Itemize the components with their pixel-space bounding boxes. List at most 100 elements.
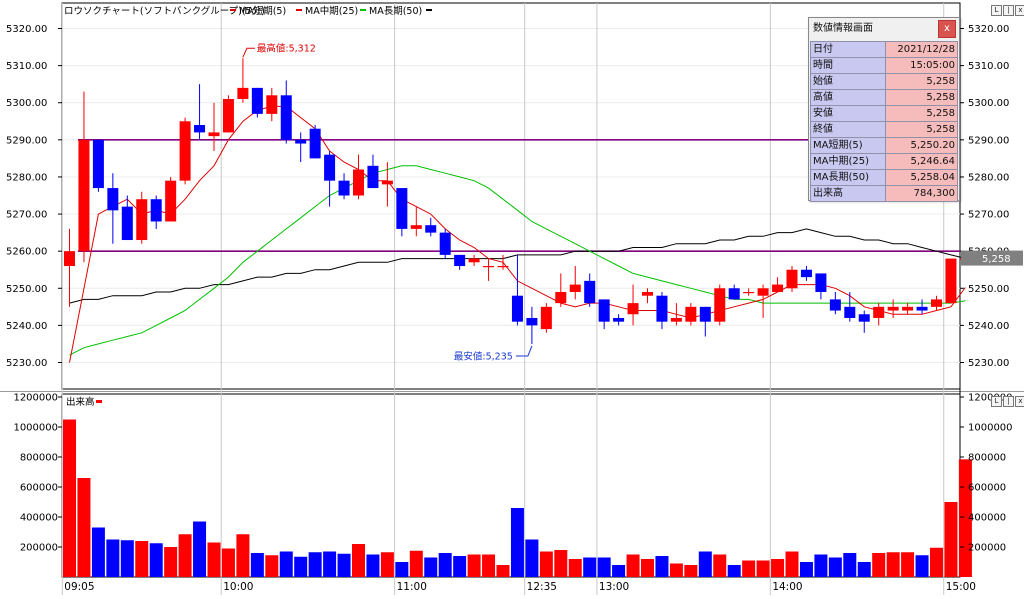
- volume-pane-close-button[interactable]: x: [1015, 396, 1024, 407]
- volume-pane-split-button[interactable]: |: [1003, 396, 1014, 407]
- volume-bar: [467, 554, 481, 577]
- candle-body: [324, 154, 336, 181]
- info-value: 5,258.04: [885, 169, 958, 186]
- volume-tick-label-left: 1000000: [13, 423, 58, 434]
- volume-tick-label-left: 400000: [20, 513, 58, 524]
- volume-bar: [641, 559, 654, 577]
- time-tick-label: 12:35: [527, 581, 557, 593]
- info-key: MA長期(50): [810, 169, 886, 186]
- volume-legend-swatch: [96, 400, 102, 403]
- high-annotation-leader: [242, 47, 255, 58]
- candle-body: [642, 291, 653, 296]
- volume-tick-label-left: 600000: [20, 483, 58, 494]
- volume-bar: [568, 559, 582, 577]
- price-tick-label-right: 5290.00: [968, 135, 1009, 146]
- volume-tick-label-left: 1200000: [13, 393, 58, 404]
- candle-body: [844, 306, 856, 318]
- volume-tick-label-left: 800000: [20, 453, 58, 464]
- volume-bar: [814, 554, 828, 577]
- price-tick-label-right: 5300.00: [968, 98, 1009, 109]
- volume-bar: [63, 419, 76, 577]
- price-tick-label-left: 5260.00: [6, 247, 47, 258]
- info-value: 5,258: [885, 73, 958, 90]
- low-annotation-leader: [515, 345, 533, 357]
- volume-bar: [438, 553, 452, 577]
- info-key: 終値: [810, 121, 886, 138]
- candle-body: [858, 314, 870, 322]
- candle-body: [815, 273, 827, 292]
- candle-body: [685, 306, 697, 322]
- ma-legend-label: MA長期(50): [369, 6, 422, 17]
- candle-body: [656, 295, 668, 322]
- pane-close-button[interactable]: x: [1015, 5, 1024, 16]
- volume-bar: [323, 551, 337, 577]
- candle-body: [222, 99, 234, 133]
- candle-body: [194, 124, 206, 133]
- info-row: 安値 5,258: [810, 105, 958, 122]
- numeric-info-panel[interactable]: 数値情報画面 x 日付 2021/12/28 時間 15:05:00 始値 5,258 高値…: [808, 17, 960, 202]
- volume-bar: [380, 552, 394, 577]
- volume-bar: [409, 550, 423, 577]
- volume-bar: [250, 553, 264, 577]
- volume-bar: [597, 557, 611, 577]
- volume-bar: [958, 459, 972, 577]
- candle-body: [800, 269, 812, 278]
- pane-minimize-button[interactable]: L: [991, 5, 1002, 16]
- volume-bar: [294, 556, 308, 577]
- price-tick-label-left: 5230.00: [6, 358, 47, 369]
- volume-bar: [496, 565, 510, 577]
- current-price-tag: [961, 250, 1023, 266]
- volume-bar: [453, 556, 467, 577]
- candle-body: [353, 169, 364, 196]
- time-tick-label: 14:00: [772, 581, 802, 593]
- volume-bar: [626, 554, 640, 577]
- price-pane-window-buttons: L | x: [991, 5, 1024, 16]
- volume-bar: [337, 553, 351, 577]
- price-tick-label-left: 5300.00: [6, 98, 47, 109]
- info-key: 始値: [810, 73, 886, 90]
- volume-bar: [352, 544, 365, 577]
- info-value: 5,246.64: [885, 153, 958, 170]
- volume-pane-minimize-button[interactable]: L: [991, 396, 1002, 407]
- volume-tick-label-right: 200000: [968, 543, 1006, 554]
- low-annotation-label: 最安値:5,235: [454, 350, 513, 362]
- candle-body: [381, 180, 393, 185]
- price-tick-label-right: 5270.00: [968, 210, 1009, 221]
- info-panel-header[interactable]: 数値情報画面 x: [809, 18, 959, 40]
- time-tick-label: 15:00: [946, 581, 976, 593]
- volume-bar: [612, 565, 626, 577]
- volume-pane-window-buttons: L | x: [991, 396, 1024, 407]
- pane-split-button[interactable]: |: [1003, 5, 1014, 16]
- chart-title: ロウソクチャート(ソフトバンクグループ)(5分): [64, 5, 265, 17]
- candle-body: [251, 87, 263, 114]
- candle-body: [526, 317, 538, 326]
- candle-body: [266, 95, 278, 114]
- info-row: 日付 2021/12/28: [810, 41, 958, 58]
- volume-bar: [886, 552, 900, 577]
- candle-body: [714, 288, 726, 322]
- candle-body: [121, 206, 133, 241]
- price-tick-label-left: 5310.00: [6, 61, 47, 72]
- volume-bar: [366, 554, 380, 577]
- volume-bar: [756, 560, 770, 577]
- price-tick-label-right: 5310.00: [968, 61, 1009, 72]
- volume-bar: [207, 542, 221, 577]
- price-tick-label-right: 5320.00: [968, 24, 1009, 35]
- price-tick-label-left: 5250.00: [6, 284, 47, 295]
- info-key: 時間: [810, 57, 886, 74]
- volume-bar: [684, 565, 698, 577]
- info-row: MA中期(25) 5,246.64: [810, 153, 958, 170]
- volume-bar: [164, 547, 178, 577]
- info-row: 高値 5,258: [810, 89, 958, 106]
- ma-mid-line: [69, 165, 966, 356]
- volume-bar: [424, 557, 438, 577]
- candle-body: [873, 306, 885, 318]
- candle-body: [902, 306, 914, 311]
- time-tick-label: 09:05: [64, 581, 94, 593]
- volume-bar: [843, 553, 857, 577]
- info-value: 2021/12/28: [885, 41, 958, 58]
- info-value: 15:05:00: [885, 57, 958, 74]
- ma-legend-label: MA中期(25): [305, 5, 358, 17]
- volume-tick-label-right: 800000: [968, 453, 1006, 464]
- info-panel-close-button[interactable]: x: [938, 20, 956, 38]
